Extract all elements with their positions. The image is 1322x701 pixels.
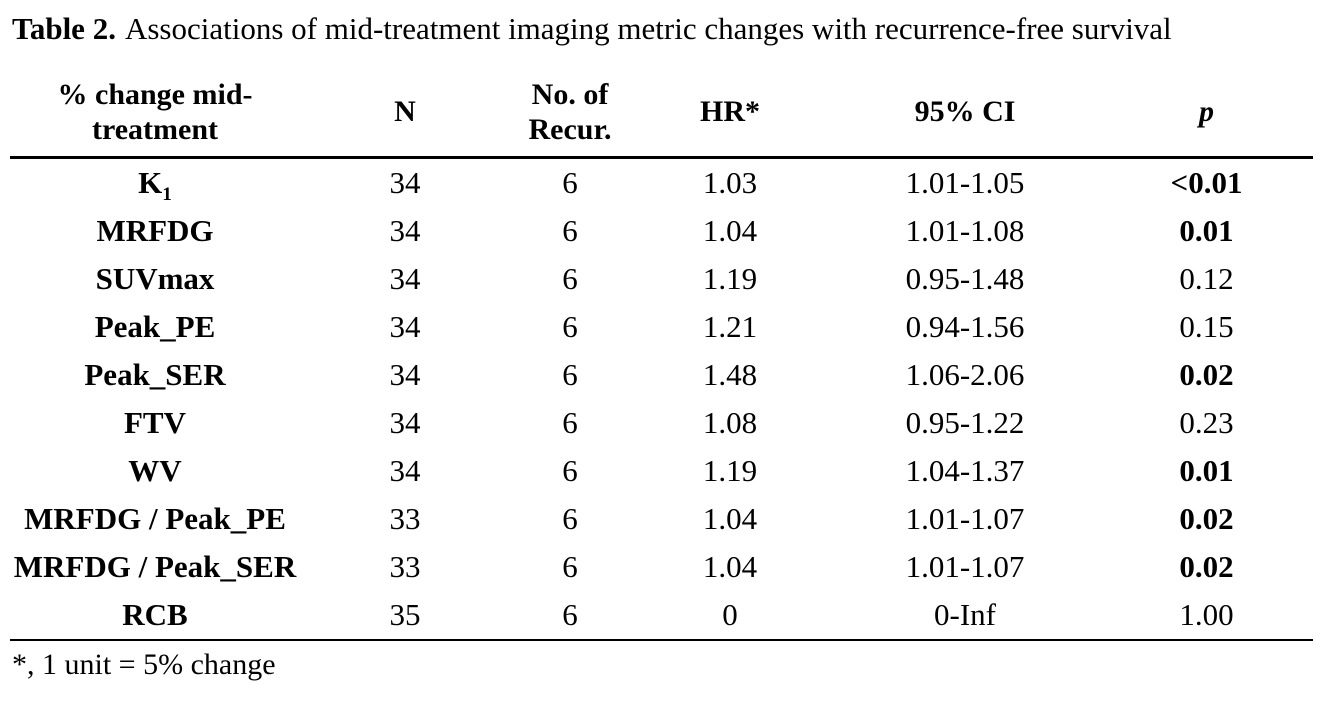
- cell-metric: MRFDG / Peak_PE: [24, 500, 286, 536]
- cell-n: 34: [389, 260, 421, 296]
- cell-n: 34: [389, 212, 421, 248]
- cell-ci: 1.01-1.08: [905, 212, 1025, 248]
- cell-ci: 1.01-1.07: [905, 548, 1025, 584]
- cell-recur: 6: [562, 260, 578, 296]
- cell-hr: 1.19: [702, 260, 758, 296]
- cell-n: 35: [389, 596, 421, 632]
- cell-hr: 0: [722, 596, 738, 632]
- cell-recur: 6: [562, 308, 578, 344]
- table-row: RCB 35 6 0 0-Inf 1.00: [10, 591, 1313, 640]
- cell-p: <0.01: [1170, 164, 1243, 200]
- cell-hr: 1.04: [702, 548, 758, 584]
- cell-recur: 6: [562, 356, 578, 392]
- cell-n: 33: [389, 548, 421, 584]
- cell-metric: Peak_SER: [84, 356, 226, 392]
- page: Table 2. Associations of mid-treatment im…: [10, 11, 1313, 681]
- table-header: % change mid-treatment N No. of Recur. H…: [10, 72, 1313, 159]
- column-header-ci: 95% CI: [830, 72, 1100, 159]
- column-header-p: p: [1100, 72, 1313, 159]
- cell-ci: 0.95-1.22: [905, 404, 1025, 440]
- cell-p: 0.23: [1179, 404, 1234, 440]
- footnote: *, 1 unit = 5% change: [12, 647, 276, 681]
- column-header-hr: HR*: [630, 72, 830, 159]
- cell-recur: 6: [562, 212, 578, 248]
- cell-hr: 1.19: [702, 452, 758, 488]
- cell-metric: FTV: [124, 404, 186, 440]
- metric-subscript: 1: [162, 183, 172, 205]
- cell-recur: 6: [562, 164, 578, 200]
- cell-ci: 1.01-1.05: [905, 164, 1025, 200]
- cell-p: 1.00: [1179, 596, 1234, 632]
- caption-label: Table 2.: [12, 11, 116, 46]
- cell-n: 34: [389, 452, 421, 488]
- table-row: Peak_PE 34 6 1.21 0.94-1.56 0.15: [10, 303, 1313, 351]
- column-header-n: N: [300, 72, 510, 159]
- cell-ci: 0.94-1.56: [905, 308, 1025, 344]
- table-row: SUVmax 34 6 1.19 0.95-1.48 0.12: [10, 255, 1313, 303]
- cell-n: 34: [389, 356, 421, 392]
- cell-n: 34: [389, 164, 421, 200]
- cell-ci: 0.95-1.48: [905, 260, 1025, 296]
- cell-recur: 6: [562, 596, 578, 632]
- cell-ci: 1.01-1.07: [905, 500, 1025, 536]
- cell-n: 33: [389, 500, 421, 536]
- table-caption: Table 2. Associations of mid-treatment im…: [12, 11, 1313, 47]
- table-row: MRFDG / Peak_PE 33 6 1.04 1.01-1.07 0.02: [10, 495, 1313, 543]
- cell-hr: 1.08: [702, 404, 758, 440]
- cell-metric: Peak_PE: [94, 308, 216, 344]
- cell-hr: 1.21: [702, 308, 758, 344]
- cell-n: 34: [389, 404, 421, 440]
- cell-p: 0.12: [1179, 260, 1234, 296]
- column-header-recur: No. of Recur.: [510, 72, 630, 159]
- cell-recur: 6: [562, 452, 578, 488]
- table-row: Peak_SER 34 6 1.48 1.06-2.06 0.02: [10, 351, 1313, 399]
- caption-text: Associations of mid-treatment imaging me…: [124, 11, 1172, 46]
- cell-p: 0.15: [1179, 308, 1234, 344]
- cell-metric: MRFDG / Peak_SER: [13, 548, 297, 584]
- column-header-metric: % change mid-treatment: [10, 72, 300, 159]
- table-row: FTV 34 6 1.08 0.95-1.22 0.23: [10, 399, 1313, 447]
- cell-ci: 1.06-2.06: [905, 356, 1025, 392]
- cell-ci: 0-Inf: [934, 596, 996, 632]
- cell-n: 34: [389, 308, 421, 344]
- cell-metric: K1: [138, 164, 172, 205]
- cell-p: 0.02: [1179, 548, 1234, 584]
- cell-ci: 1.04-1.37: [905, 452, 1025, 488]
- header-row: % change mid-treatment N No. of Recur. H…: [10, 72, 1313, 159]
- cell-p: 0.01: [1179, 212, 1234, 248]
- cell-recur: 6: [562, 404, 578, 440]
- cell-hr: 1.04: [702, 212, 758, 248]
- table-row: K1 34 6 1.03 1.01-1.05 <0.01: [10, 157, 1313, 207]
- cell-hr: 1.04: [702, 500, 758, 536]
- cell-p: 0.01: [1179, 452, 1234, 488]
- table-row: MRFDG 34 6 1.04 1.01-1.08 0.01: [10, 207, 1313, 255]
- cell-recur: 6: [562, 548, 578, 584]
- table-row: WV 34 6 1.19 1.04-1.37 0.01: [10, 447, 1313, 495]
- cell-p: 0.02: [1179, 356, 1234, 392]
- cell-metric: RCB: [122, 596, 188, 632]
- cell-hr: 1.48: [702, 356, 758, 392]
- cell-metric: MRFDG: [96, 212, 214, 248]
- results-table: % change mid-treatment N No. of Recur. H…: [10, 72, 1313, 641]
- table-row: MRFDG / Peak_SER 33 6 1.04 1.01-1.07 0.02: [10, 543, 1313, 591]
- cell-recur: 6: [562, 500, 578, 536]
- cell-p: 0.02: [1179, 500, 1234, 536]
- table-body: K1 34 6 1.03 1.01-1.05 <0.01 MRFDG 34 6 1.04 1.01-…: [10, 157, 1313, 640]
- cell-hr: 1.03: [702, 164, 758, 200]
- cell-metric: SUVmax: [95, 260, 215, 296]
- cell-metric: WV: [128, 452, 182, 488]
